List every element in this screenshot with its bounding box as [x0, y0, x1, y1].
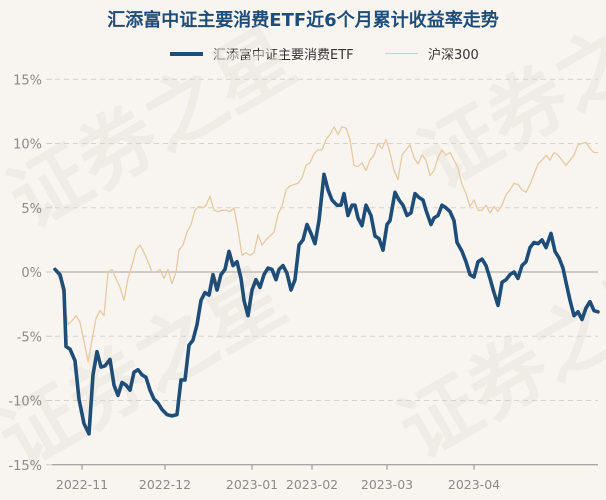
x-tick-label: 2022-11 [56, 477, 108, 492]
x-tick-label: 2023-02 [286, 477, 338, 492]
legend: 汇添富中证主要消费ETF 沪深300 [0, 44, 606, 64]
legend-label-hs300: 沪深300 [428, 48, 479, 63]
legend-item-etf[interactable]: 汇添富中证主要消费ETF [170, 44, 354, 63]
gridlines [55, 78, 598, 401]
y-tick-label: 5% [21, 202, 42, 217]
x-tick-label: 2023-04 [448, 477, 500, 492]
legend-swatch-etf [170, 51, 203, 56]
chart-title: 汇添富中证主要消费ETF近6个月累计收益率走势 [107, 10, 499, 31]
legend-item-hs300[interactable]: 沪深300 [385, 44, 479, 63]
svg-text:证券之星: 证券之星 [0, 13, 310, 247]
legend-label-etf: 汇添富中证主要消费ETF [213, 48, 354, 63]
y-tick-label: -5% [17, 330, 42, 345]
series-line-etf [53, 172, 600, 436]
y-axis: 15% 10% 5% 0% -5% -10% -15% [8, 73, 52, 474]
svg-text:证券之星: 证券之星 [405, 0, 606, 206]
y-tick-label: -10% [8, 395, 42, 410]
x-tick-label: 2023-01 [226, 477, 278, 492]
y-tick-label: -15% [8, 459, 42, 474]
y-tick-label: 0% [21, 266, 42, 281]
series-line-hs300 [54, 126, 598, 363]
x-axis: 2022-11 2022-12 2023-01 2023-02 2023-03 2023-… [52, 464, 598, 492]
svg-text:证券之星: 证券之星 [385, 243, 606, 477]
x-tick-label: 2022-12 [139, 477, 191, 492]
y-tick-label: 10% [13, 138, 42, 153]
y-tick-label: 15% [13, 73, 42, 88]
x-tick-label: 2023-03 [361, 477, 413, 492]
legend-swatch-hs300 [385, 53, 418, 54]
